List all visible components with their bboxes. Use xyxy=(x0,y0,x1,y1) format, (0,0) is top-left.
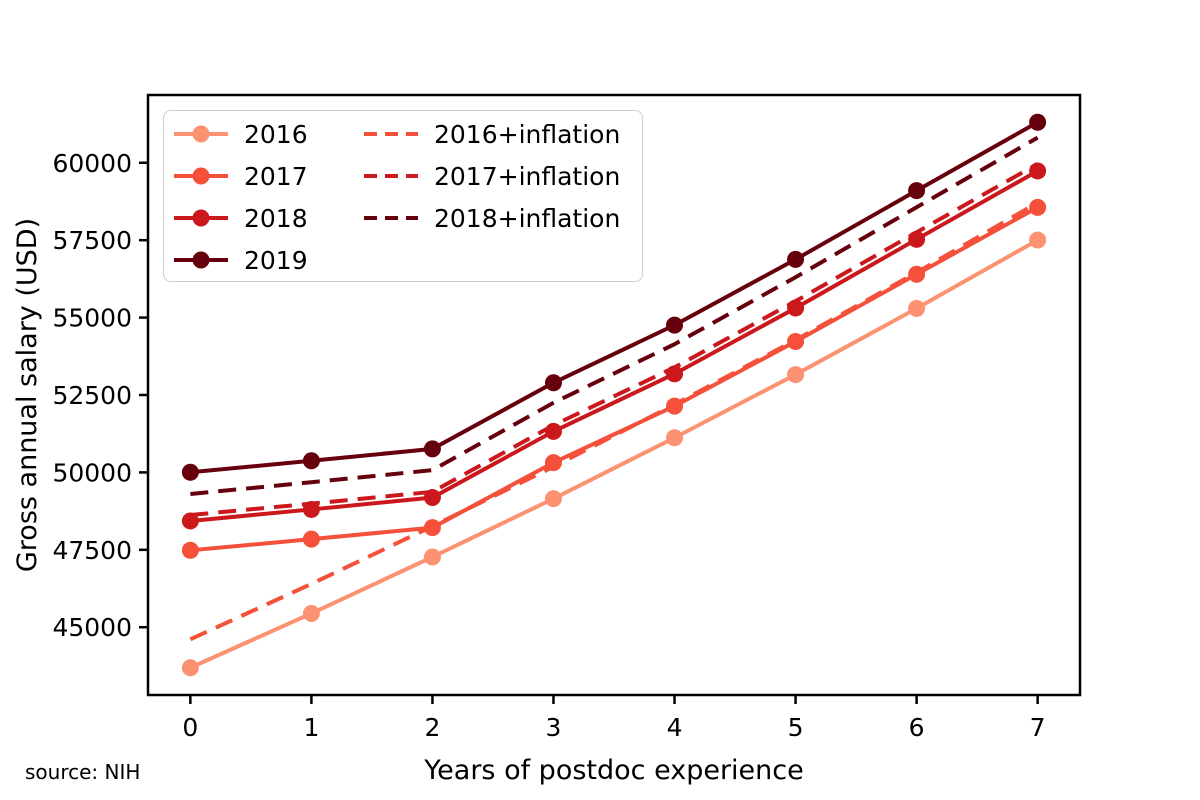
data-point-2019 xyxy=(423,440,441,458)
legend-label: 2016 xyxy=(244,119,308,149)
data-point-2019 xyxy=(908,182,926,200)
series-line-2018+inflation xyxy=(190,135,1039,496)
data-point-2019 xyxy=(666,316,684,334)
series-line-2018 xyxy=(190,169,1039,523)
dashed-line-swatch-icon xyxy=(364,216,418,220)
legend-column-dashed: 2016+inflation 2017+inflation 2018+infla… xyxy=(362,113,620,239)
series-line-2019 xyxy=(190,120,1039,475)
y-tick-label: 47500 xyxy=(52,536,132,565)
legend-item-2016-inflation: 2016+inflation xyxy=(362,113,620,155)
plot-area: 45000 47500 50000 52500 55000 57500 60000 0 1 2 3 4… xyxy=(52,93,1082,742)
legend-item-2018-inflation: 2018+inflation xyxy=(362,197,620,239)
legend-label: 2017+inflation xyxy=(434,161,621,191)
data-point-2018 xyxy=(181,512,199,530)
y-tick-label: 55000 xyxy=(52,304,132,333)
legend: 2016 2017 2018 2019 xyxy=(163,110,643,282)
x-tick-label: 5 xyxy=(788,713,804,742)
legend-label: 2017 xyxy=(244,161,308,191)
data-point-2019 xyxy=(1029,113,1047,131)
data-point-2016 xyxy=(666,429,684,447)
line-marker-swatch-icon xyxy=(174,125,228,143)
data-point-2017 xyxy=(302,530,320,548)
legend-label: 2016+inflation xyxy=(434,119,621,149)
dashed-line-swatch-icon xyxy=(364,174,418,178)
y-tick-label: 60000 xyxy=(52,149,132,178)
data-point-2016 xyxy=(787,366,805,384)
data-point-2016 xyxy=(544,490,562,508)
series-line-2016+inflation xyxy=(189,200,1039,642)
legend-column-solid: 2016 2017 2018 2019 xyxy=(172,113,308,281)
plot-border xyxy=(146,93,1082,697)
data-point-2016 xyxy=(181,659,199,677)
x-tick-label: 1 xyxy=(303,713,319,742)
data-point-2016 xyxy=(302,604,320,622)
y-tick-label: 45000 xyxy=(52,613,132,642)
data-point-2017 xyxy=(181,541,199,559)
line-marker-swatch-icon xyxy=(174,209,228,227)
legend-label: 2018+inflation xyxy=(434,203,621,233)
x-tick-label: 2 xyxy=(424,713,440,742)
series-line-2017+inflation xyxy=(190,162,1039,518)
legend-item-2016: 2016 xyxy=(172,113,308,155)
dashed-line-swatch-icon xyxy=(364,132,418,136)
x-tick-label: 3 xyxy=(546,713,562,742)
legend-item-2017-inflation: 2017+inflation xyxy=(362,155,620,197)
source-note: source: NIH xyxy=(25,760,140,784)
y-axis-label: Gross annual salary (USD) xyxy=(12,218,43,572)
data-point-2019 xyxy=(787,250,805,268)
data-point-2019 xyxy=(302,452,320,470)
series-line-2016 xyxy=(189,238,1039,670)
y-tick-label: 57500 xyxy=(52,226,132,255)
data-point-2019 xyxy=(544,374,562,392)
legend-item-2019: 2019 xyxy=(172,239,308,281)
line-marker-swatch-icon xyxy=(174,251,228,269)
x-tick-label: 4 xyxy=(667,713,683,742)
legend-item-2018: 2018 xyxy=(172,197,308,239)
data-point-2016 xyxy=(423,548,441,566)
data-point-2019 xyxy=(181,463,199,481)
x-axis-label: Years of postdoc experience xyxy=(423,755,803,786)
x-tick-label: 6 xyxy=(909,713,925,742)
legend-label: 2019 xyxy=(244,245,308,275)
data-point-2017 xyxy=(1029,198,1047,216)
legend-label: 2018 xyxy=(244,203,308,233)
data-point-2016 xyxy=(908,299,926,317)
legend-item-2017: 2017 xyxy=(172,155,308,197)
data-point-2016 xyxy=(1029,231,1047,249)
line-marker-swatch-icon xyxy=(174,167,228,185)
y-tick-label: 50000 xyxy=(52,458,132,487)
y-tick-label: 52500 xyxy=(52,381,132,410)
x-tick-label: 0 xyxy=(182,713,198,742)
x-tick-label: 7 xyxy=(1030,713,1046,742)
